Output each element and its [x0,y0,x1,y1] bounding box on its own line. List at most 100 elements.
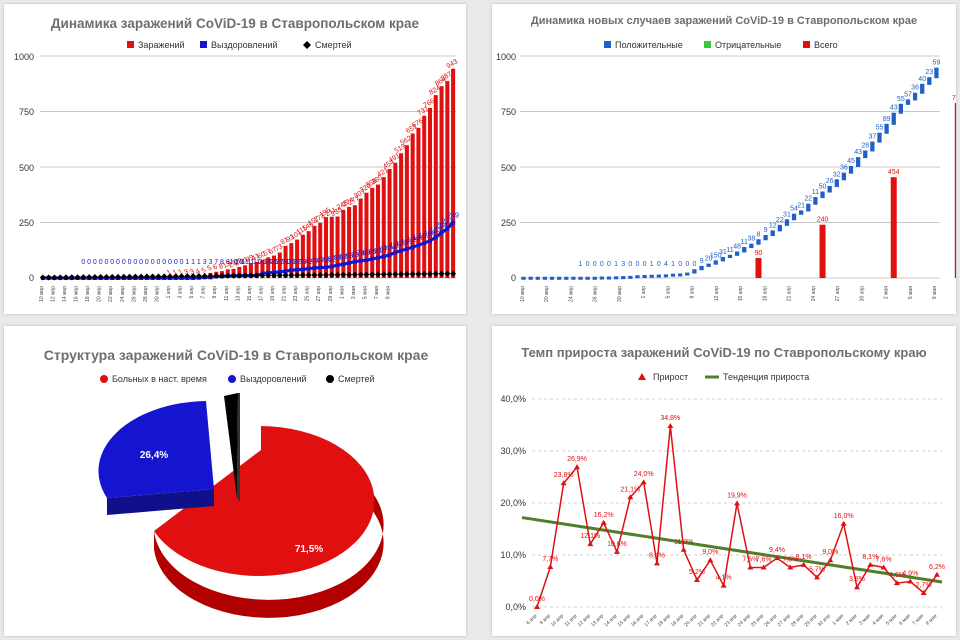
growth-label: 8,1% [862,554,878,561]
growth-label: 7,7% [542,556,558,563]
infection-label: 28 [233,258,243,268]
positive-step [521,276,526,280]
ytick: 750 [501,107,516,117]
positive-label: 0 [607,261,611,268]
positive-step [685,272,690,276]
positive-step [592,276,597,280]
growth-label: 16,0% [834,513,854,520]
xtick-label: 3 апр [178,286,184,299]
infection-bar [306,231,311,278]
recovery-point [410,245,415,250]
positive-step [898,103,903,114]
death-point [195,273,202,280]
recovery-label: 249 [447,213,459,220]
xtick-label: 29 апр [328,286,334,301]
growth-point [907,578,914,584]
positive-step [856,157,861,167]
growth-label: 8,4% [649,552,665,559]
recovery-label: 1 [191,259,195,266]
infection-label: 385 [370,174,384,186]
infection-bar [370,187,375,278]
positive-label: 11 [741,239,748,246]
positive-label: 0 [593,261,597,268]
death-point [242,272,249,279]
growth-label: 5,7% [809,566,825,573]
xtick-label: 9 апр [212,286,218,299]
recovery-label: 0 [168,259,172,266]
positive-step [834,179,839,187]
growth-point [587,541,594,547]
infection-label: 81 [280,236,290,246]
death-point [80,274,87,281]
xtick-label: 5 мая [885,613,899,627]
death-point [120,273,127,280]
xtick-label: 20 мар [97,286,103,302]
growth-label: 9,0% [702,549,718,556]
ytick: 1000 [14,52,34,62]
death-point [398,271,405,278]
recovery-label: 1 [185,259,189,266]
death-point [276,272,283,279]
infection-label: 115 [296,225,309,237]
death-point [167,273,173,280]
xtick-label: 7 мая [912,613,926,627]
infection-bar [341,209,346,278]
infection-bar [248,263,253,278]
death-point [91,274,98,281]
xtick-label: 8 апр [690,286,696,299]
xtick-label: 16 мар [74,286,80,302]
infection-bar [329,216,334,278]
growth-label: 7,6% [742,556,758,563]
death-point [143,273,150,280]
recovery-point [289,268,294,273]
infection-bar [352,205,357,278]
recovery-label: 8 [220,259,224,266]
infection-bar [381,177,386,278]
death-point [328,271,335,278]
xtick-label: 22 апр [710,613,725,628]
xtick-label: 5 мая [362,286,368,299]
growth-point [800,561,807,567]
positive-step [699,265,704,271]
xtick-label: 26 апр [763,613,778,628]
positive-step [920,83,925,94]
infection-bar [283,245,288,278]
recovery-point [335,263,340,268]
infection-bar [416,127,421,278]
growth-label: 8,1% [796,554,812,561]
recovery-label: 104 [384,245,396,252]
death-point [230,272,237,279]
recovery-label: 86 [368,249,376,256]
death-point [126,273,133,280]
growth-label: 21,1% [620,486,640,493]
total-label: 454 [888,169,900,176]
death-point [392,271,399,278]
legend-negative: Отрицательные [715,40,781,50]
death-point [109,273,116,280]
infection-label: 943 [446,58,460,70]
positive-step [806,203,811,212]
positive-step [663,274,669,278]
recovery-label: 0 [133,259,137,266]
positive-step [799,210,804,215]
growth-point [560,480,567,486]
positive-step [613,276,619,280]
ytick: 750 [19,107,34,117]
recovery-label: 204 [436,223,448,230]
growth-label: 9,0% [822,549,838,556]
recovery-label: 27 [276,259,284,266]
recovery-label: 183 [430,227,442,234]
positive-step [820,191,825,199]
recovery-point [300,267,305,272]
pie-slice-dead [224,393,240,502]
ytick: 30,0% [500,446,526,456]
infection-label: 235 [330,206,344,218]
death-point [438,270,445,277]
legend-swatch-recoveries [200,41,207,48]
positive-label: 11 [812,189,819,196]
growth-point [627,494,634,500]
death-point [57,274,64,281]
xtick-label: 19 апр [670,613,685,628]
death-point [253,272,260,279]
positive-label: 4 [664,261,668,268]
